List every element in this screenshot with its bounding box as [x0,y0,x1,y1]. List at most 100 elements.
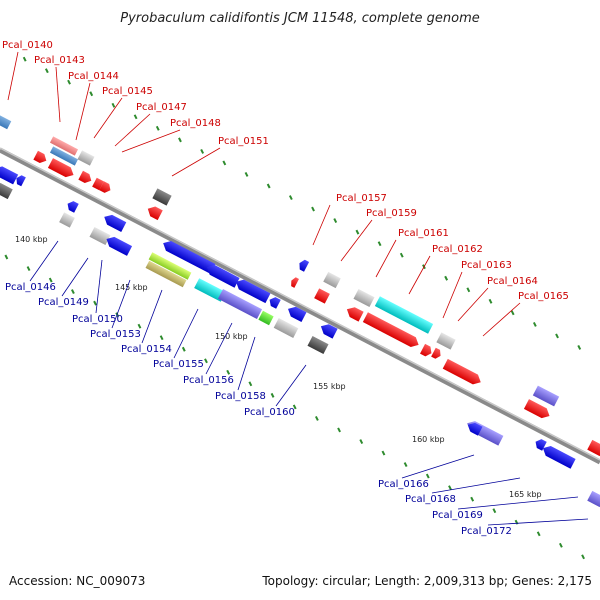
tick-mark [288,195,293,200]
scale-label-145: 145 kbp [115,283,148,292]
gene-block [0,166,19,185]
tick-mark [488,298,493,304]
gene-block [442,358,481,385]
tick-mark [558,542,563,548]
leader-line [93,97,123,139]
tick-mark [555,333,559,339]
tick-mark [577,345,582,350]
gene-block [33,150,47,163]
gene-label: Pcal_0140 [2,40,53,51]
gene-block [59,212,75,228]
tick-mark [181,346,186,352]
gene-block [532,385,560,407]
leader-line [205,322,233,375]
gene-block [346,307,364,322]
leader-line [114,113,151,147]
tick-mark [292,404,297,410]
gene-block [92,177,104,191]
tick-mark [355,229,360,235]
gene-block [542,446,576,469]
tick-mark [248,381,253,387]
tick-mark [226,369,231,375]
gene-block [206,265,240,288]
leader-line [431,477,521,494]
gene-features [0,114,600,508]
tick-mark [399,252,404,258]
gene-label: Pcal_0157 [336,193,387,204]
gene-block [217,288,263,320]
gene-block [0,114,12,130]
leader-line [275,364,307,407]
tick-mark [133,114,138,120]
tick-mark [89,91,94,97]
leader-line [171,147,221,177]
accession-text: Accession: NC_009073 [9,574,145,588]
gene-label: Pcal_0145 [102,86,153,97]
leader-line [457,496,579,510]
tick-mark [532,321,537,327]
tick-mark [377,241,382,247]
tick-mark [581,554,585,560]
leader-line [173,308,199,359]
gene-block [436,332,456,350]
leader-line [7,51,19,101]
gene-label: Pcal_0144 [68,71,119,82]
gene-block [78,170,92,183]
tick-marks [4,56,585,560]
gene-block [307,335,329,355]
gene-block [467,422,483,436]
leader-line [457,287,489,322]
tick-mark [266,183,271,189]
tick-mark [200,148,205,154]
gene-label: Pcal_0161 [398,228,449,239]
gene-block [587,490,600,508]
leader-line [375,239,397,278]
gene-label: Pcal_0147 [136,102,187,113]
scale-label-165: 165 kbp [509,490,542,499]
gene-block [374,296,434,334]
gene-label: Pcal_0149 [38,297,89,308]
gene-block [145,260,187,288]
gene-block [106,236,133,256]
gene-block [273,318,299,338]
tick-mark [67,79,71,85]
tick-mark [93,300,97,306]
tick-mark [22,56,27,62]
gene-block [314,288,330,304]
tick-mark [536,531,541,537]
gene-block [0,182,13,200]
tick-mark [270,392,275,398]
gene-block [523,399,550,419]
tick-mark [425,473,430,479]
gene-block [467,421,504,446]
gene-block [299,259,310,272]
leader-line [141,289,163,344]
leader-line [312,204,331,246]
gene-block [353,288,375,308]
tick-mark [403,462,408,468]
tick-mark [71,289,75,295]
gene-label: Pcal_0155 [153,359,204,370]
gene-block [323,271,341,289]
gene-block [104,214,127,232]
gene-label: Pcal_0153 [90,329,141,340]
tick-mark [470,496,475,502]
leader-line [121,129,181,153]
gene-label: Pcal_0151 [218,136,269,147]
gene-block [269,297,281,309]
leader-line [408,255,431,295]
gene-label: Pcal_0143 [34,55,85,66]
gene-label: Pcal_0172 [461,526,512,537]
gene-block [535,439,547,451]
tick-mark [492,508,497,514]
gene-block [148,252,192,280]
scale-label-150: 150 kbp [215,332,248,341]
gene-block [431,347,441,359]
scale-label-160: 160 kbp [412,435,445,444]
gene-block [147,206,163,221]
tick-mark [178,137,182,143]
leader-line [61,257,89,297]
tick-mark [222,160,227,166]
genome-backbone [0,147,600,465]
leader-line [482,302,521,337]
